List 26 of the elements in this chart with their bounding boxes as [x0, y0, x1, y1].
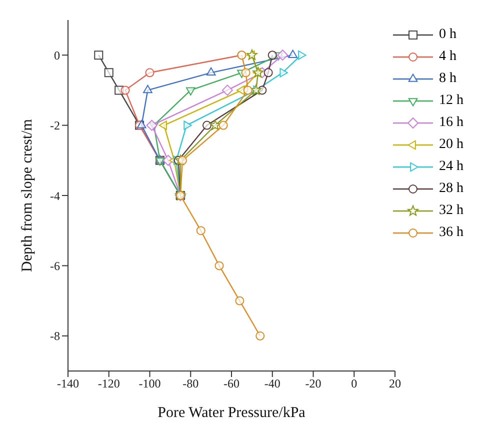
- y-tick-label: -4: [50, 188, 60, 203]
- x-axis-title: Pore Water Pressure/kPa: [158, 405, 306, 421]
- y-tick-label: -6: [50, 258, 60, 273]
- y-tick-label: -2: [50, 118, 60, 133]
- legend-label: 28 h: [439, 181, 464, 197]
- legend-label: 8 h: [439, 71, 456, 87]
- legend-label: 4 h: [439, 49, 456, 65]
- x-tick-label: -20: [305, 376, 322, 391]
- legend-label: 16 h: [439, 115, 464, 131]
- x-tick-label: -80: [182, 376, 199, 391]
- legend-label: 36 h: [439, 225, 464, 241]
- legend-label: 0 h: [439, 27, 456, 43]
- x-tick-label: -120: [98, 376, 120, 391]
- y-tick-label: -8: [50, 329, 60, 344]
- x-tick-label: -100: [138, 376, 161, 391]
- y-axis-title: Depth from slope crest/m: [19, 118, 36, 272]
- legend-label: 32 h: [439, 203, 464, 219]
- y-tick-label: 0: [54, 48, 60, 62]
- x-tick-label: 20: [389, 376, 401, 391]
- x-tick-label: -40: [264, 376, 280, 391]
- legend-label: 24 h: [439, 159, 464, 175]
- legend-label: 20 h: [439, 137, 464, 153]
- x-tick-label: -140: [57, 376, 79, 391]
- x-tick-label: 0: [351, 376, 358, 391]
- legend-label: 12 h: [439, 93, 464, 109]
- x-tick-label: -60: [224, 376, 240, 391]
